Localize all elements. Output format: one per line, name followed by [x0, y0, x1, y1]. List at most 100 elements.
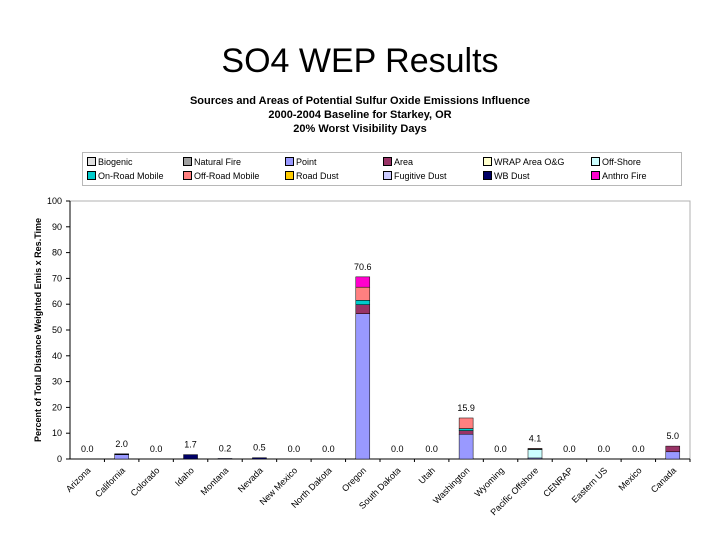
total-data-label: 4.1: [529, 433, 542, 443]
total-data-label: 70.6: [354, 262, 372, 272]
total-data-label: 0.0: [598, 444, 611, 454]
legend-swatch: [591, 171, 600, 180]
legend-item: On-Road Mobile: [87, 171, 164, 181]
legend-item: WB Dust: [483, 171, 530, 181]
total-data-label: 0.0: [632, 444, 645, 454]
x-tick-label: Eastern US: [570, 465, 610, 505]
legend-swatch: [183, 157, 192, 166]
total-data-label: 0.5: [253, 443, 266, 453]
y-tick-label: 50: [52, 325, 62, 335]
bar-segment: [665, 445, 681, 453]
bar-segment: [217, 458, 233, 460]
x-tick-label: Mexico: [617, 465, 644, 492]
legend-label: Off-Shore: [602, 157, 641, 167]
legend-swatch: [383, 171, 392, 180]
total-data-label: 0.2: [219, 443, 232, 453]
bar-segment: [114, 454, 129, 460]
legend-label: Fugitive Dust: [394, 171, 447, 181]
legend-label: WRAP Area O&G: [494, 157, 565, 167]
total-data-label: 0.0: [150, 444, 163, 454]
chart-subtitle-line-2: 20% Worst Visibility Days: [293, 123, 427, 135]
y-tick-label: 0: [57, 454, 62, 464]
legend-label: WB Dust: [494, 171, 530, 181]
x-tick-label: Utah: [417, 465, 438, 486]
bar-segment: [458, 433, 474, 460]
legend-swatch: [87, 171, 96, 180]
total-data-label: 0.0: [494, 444, 507, 454]
bar-segment: [252, 457, 267, 460]
y-tick-label: 30: [52, 377, 62, 387]
total-data-label: 0.0: [322, 444, 335, 454]
y-tick-label: 90: [52, 222, 62, 232]
legend-swatch: [285, 171, 294, 180]
total-data-label: 2.0: [115, 439, 128, 449]
legend-item: Anthro Fire: [591, 171, 647, 181]
total-data-label: 0.0: [425, 444, 438, 454]
chart-title: Sources and Areas of Potential Sulfur Ox…: [189, 95, 531, 107]
legend-label: Anthro Fire: [602, 171, 647, 181]
legend-item: Area: [383, 157, 413, 167]
slide-title: SO4 WEP Results: [221, 42, 499, 80]
total-data-label: 0.0: [81, 444, 94, 454]
plot-area: [69, 200, 691, 460]
bar-segment: [355, 313, 371, 460]
total-data-label: 0.0: [563, 444, 576, 454]
bar-segment: [458, 428, 474, 431]
x-tick-label: Canada: [649, 465, 678, 494]
legend-item: Road Dust: [285, 171, 339, 181]
y-tick-label: 20: [52, 402, 62, 412]
legend-label: Area: [394, 157, 414, 167]
bar-segment: [527, 449, 543, 459]
total-data-label: 1.7: [184, 440, 197, 450]
y-tick-label: 70: [52, 273, 62, 283]
legend-item: Fugitive Dust: [383, 171, 447, 181]
x-tick-label: CENRAP: [541, 465, 575, 499]
total-data-label: 0.0: [391, 444, 404, 454]
bar-segment: [527, 448, 543, 450]
legend-item: Natural Fire: [183, 157, 241, 167]
legend-swatch: [87, 157, 96, 166]
legend-swatch: [183, 171, 192, 180]
total-data-label: 0.0: [288, 444, 301, 454]
legend-label: Point: [296, 157, 317, 167]
x-tick-label: Idaho: [173, 465, 196, 488]
y-tick-label: 100: [47, 196, 62, 206]
legend-label: Natural Fire: [194, 157, 242, 167]
x-tick-label: Washington: [431, 465, 471, 505]
legend-swatch: [383, 157, 392, 166]
bar-segment: [665, 451, 681, 460]
x-tick-label: California: [93, 465, 127, 499]
legend-swatch: [285, 157, 294, 166]
bar-segment: [355, 286, 371, 301]
legend-item: Point: [285, 157, 317, 167]
bar-segment: [458, 430, 474, 435]
legend-label: Off-Road Mobile: [194, 171, 260, 181]
x-tick-label: Nevada: [236, 465, 265, 494]
x-tick-label: Colorado: [129, 465, 162, 498]
x-tick-label: Oregon: [340, 465, 368, 493]
y-tick-label: 60: [52, 299, 62, 309]
x-tick-label: Wyoming: [472, 465, 506, 499]
legend-swatch: [591, 157, 600, 166]
y-tick-label: 40: [52, 351, 62, 361]
bar-segment: [355, 304, 371, 314]
y-tick-label: 10: [52, 428, 62, 438]
legend-label: Biogenic: [98, 157, 133, 167]
y-axis-label: Percent of Total Distance Weighted Emis …: [33, 218, 43, 442]
bar-segment: [355, 300, 371, 305]
bar-segment: [458, 417, 474, 429]
chart-legend: Biogenic Natural Fire Point Area WRAP Area O…: [82, 152, 682, 186]
legend-item: Off-Road Mobile: [183, 171, 259, 181]
x-tick-label: Arizona: [64, 465, 93, 494]
y-tick-label: 80: [52, 248, 62, 258]
chart-subtitle-line-1: 2000-2004 Baseline for Starkey, OR: [268, 109, 452, 121]
legend-item: Biogenic: [87, 157, 133, 167]
total-data-label: 15.9: [457, 403, 475, 413]
legend-label: On-Road Mobile: [98, 171, 164, 181]
bar-segment: [114, 453, 129, 455]
bar-segment: [183, 454, 198, 460]
legend-item: WRAP Area O&G: [483, 157, 564, 167]
legend-swatch: [483, 171, 492, 180]
legend-label: Road Dust: [296, 171, 339, 181]
